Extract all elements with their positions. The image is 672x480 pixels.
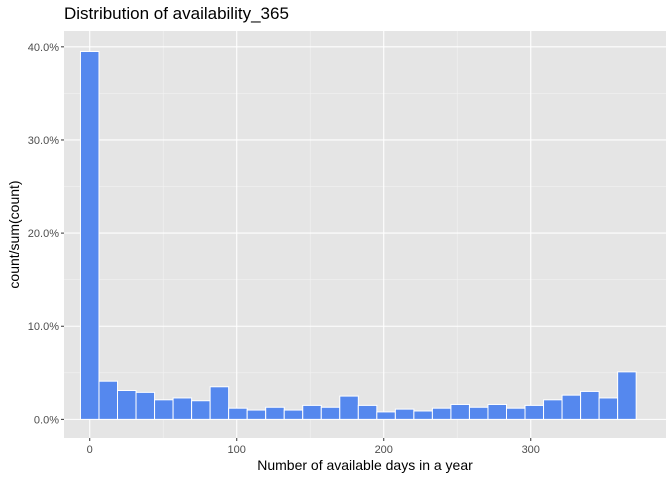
y-axis-title: count/sum(count) xyxy=(6,180,22,288)
histogram-bar xyxy=(320,406,341,420)
y-tick-label: 10.0% xyxy=(28,321,59,333)
histogram-bar xyxy=(580,390,600,420)
histogram-bar xyxy=(79,50,100,420)
histogram-bar xyxy=(98,380,119,420)
histogram-bar xyxy=(265,406,285,420)
histogram-bar xyxy=(468,406,489,420)
histogram-bar xyxy=(543,399,563,420)
x-tick-label: 200 xyxy=(375,444,393,456)
x-axis: 0 100 200 300 xyxy=(87,438,540,456)
minor-gridlines xyxy=(64,31,666,438)
histogram-bar xyxy=(154,399,174,420)
histogram-bar xyxy=(617,371,637,420)
y-tick-label: 30.0% xyxy=(28,135,59,147)
histogram-bar xyxy=(135,391,156,420)
chart-title: Distribution of availability_365 xyxy=(64,4,289,23)
x-tick-label: 300 xyxy=(522,444,540,456)
histogram-bar xyxy=(209,386,230,420)
y-tick-label: 40.0% xyxy=(28,42,59,54)
histogram-bar xyxy=(524,404,545,420)
x-tick-label: 100 xyxy=(228,444,246,456)
plot-panel xyxy=(64,31,666,438)
histogram-bars xyxy=(79,50,637,420)
histogram-bar xyxy=(283,409,304,420)
histogram-bar xyxy=(117,390,137,420)
histogram-bar xyxy=(228,407,248,420)
y-tick-label: 20.0% xyxy=(28,228,59,240)
histogram-bar xyxy=(302,404,322,420)
histogram-bar xyxy=(487,403,507,420)
histogram-bar xyxy=(357,404,378,420)
x-tick-label: 0 xyxy=(87,444,93,456)
x-axis-title: Number of available days in a year xyxy=(257,457,473,473)
y-axis: 0.0% 10.0% 20.0% 30.0% 40.0% xyxy=(28,42,64,426)
histogram-bar xyxy=(598,397,619,420)
histogram-bar xyxy=(505,407,526,420)
histogram-bar xyxy=(431,407,452,420)
histogram-bar xyxy=(413,410,433,420)
histogram-bar xyxy=(394,408,415,420)
y-tick-label: 0.0% xyxy=(34,414,59,426)
histogram-bar xyxy=(339,395,359,420)
histogram-bar xyxy=(561,394,582,420)
histogram-bar xyxy=(246,409,267,420)
histogram-bar xyxy=(376,411,396,420)
histogram-bar xyxy=(191,400,211,420)
histogram-bar xyxy=(172,397,193,420)
histogram-bar xyxy=(450,403,470,420)
